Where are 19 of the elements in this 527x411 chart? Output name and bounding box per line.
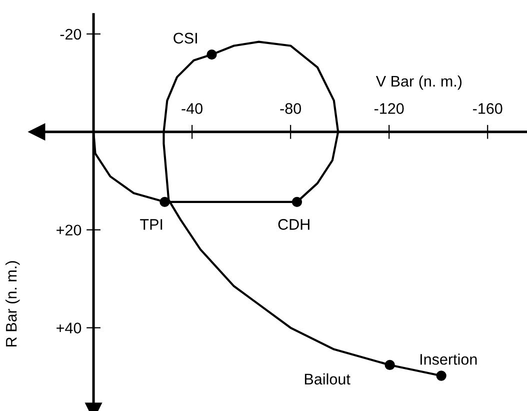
x-axis-title: V Bar (n. m.) (376, 75, 462, 90)
annotation: TPI (140, 219, 162, 230)
point (206, 49, 217, 60)
annotation: CSI (174, 32, 197, 44)
annotation: CDH (278, 219, 310, 230)
y-tick-label: +20 (56, 224, 82, 236)
x-tick-label: -160 (472, 103, 502, 114)
x-tick-label: -80 (280, 103, 302, 114)
annotation: Insertion (420, 354, 477, 365)
point (292, 196, 302, 208)
point (160, 196, 170, 208)
annotation: Bailout (304, 373, 350, 385)
y-axis-title: R Bar (n. m.) (5, 261, 20, 346)
y-tick-label: +40 (56, 322, 82, 334)
x-tick-label: -40 (182, 103, 202, 114)
y-tick-label: -20 (60, 28, 82, 40)
point (436, 370, 446, 381)
x-tick-label: -120 (374, 103, 404, 114)
point (384, 360, 395, 370)
